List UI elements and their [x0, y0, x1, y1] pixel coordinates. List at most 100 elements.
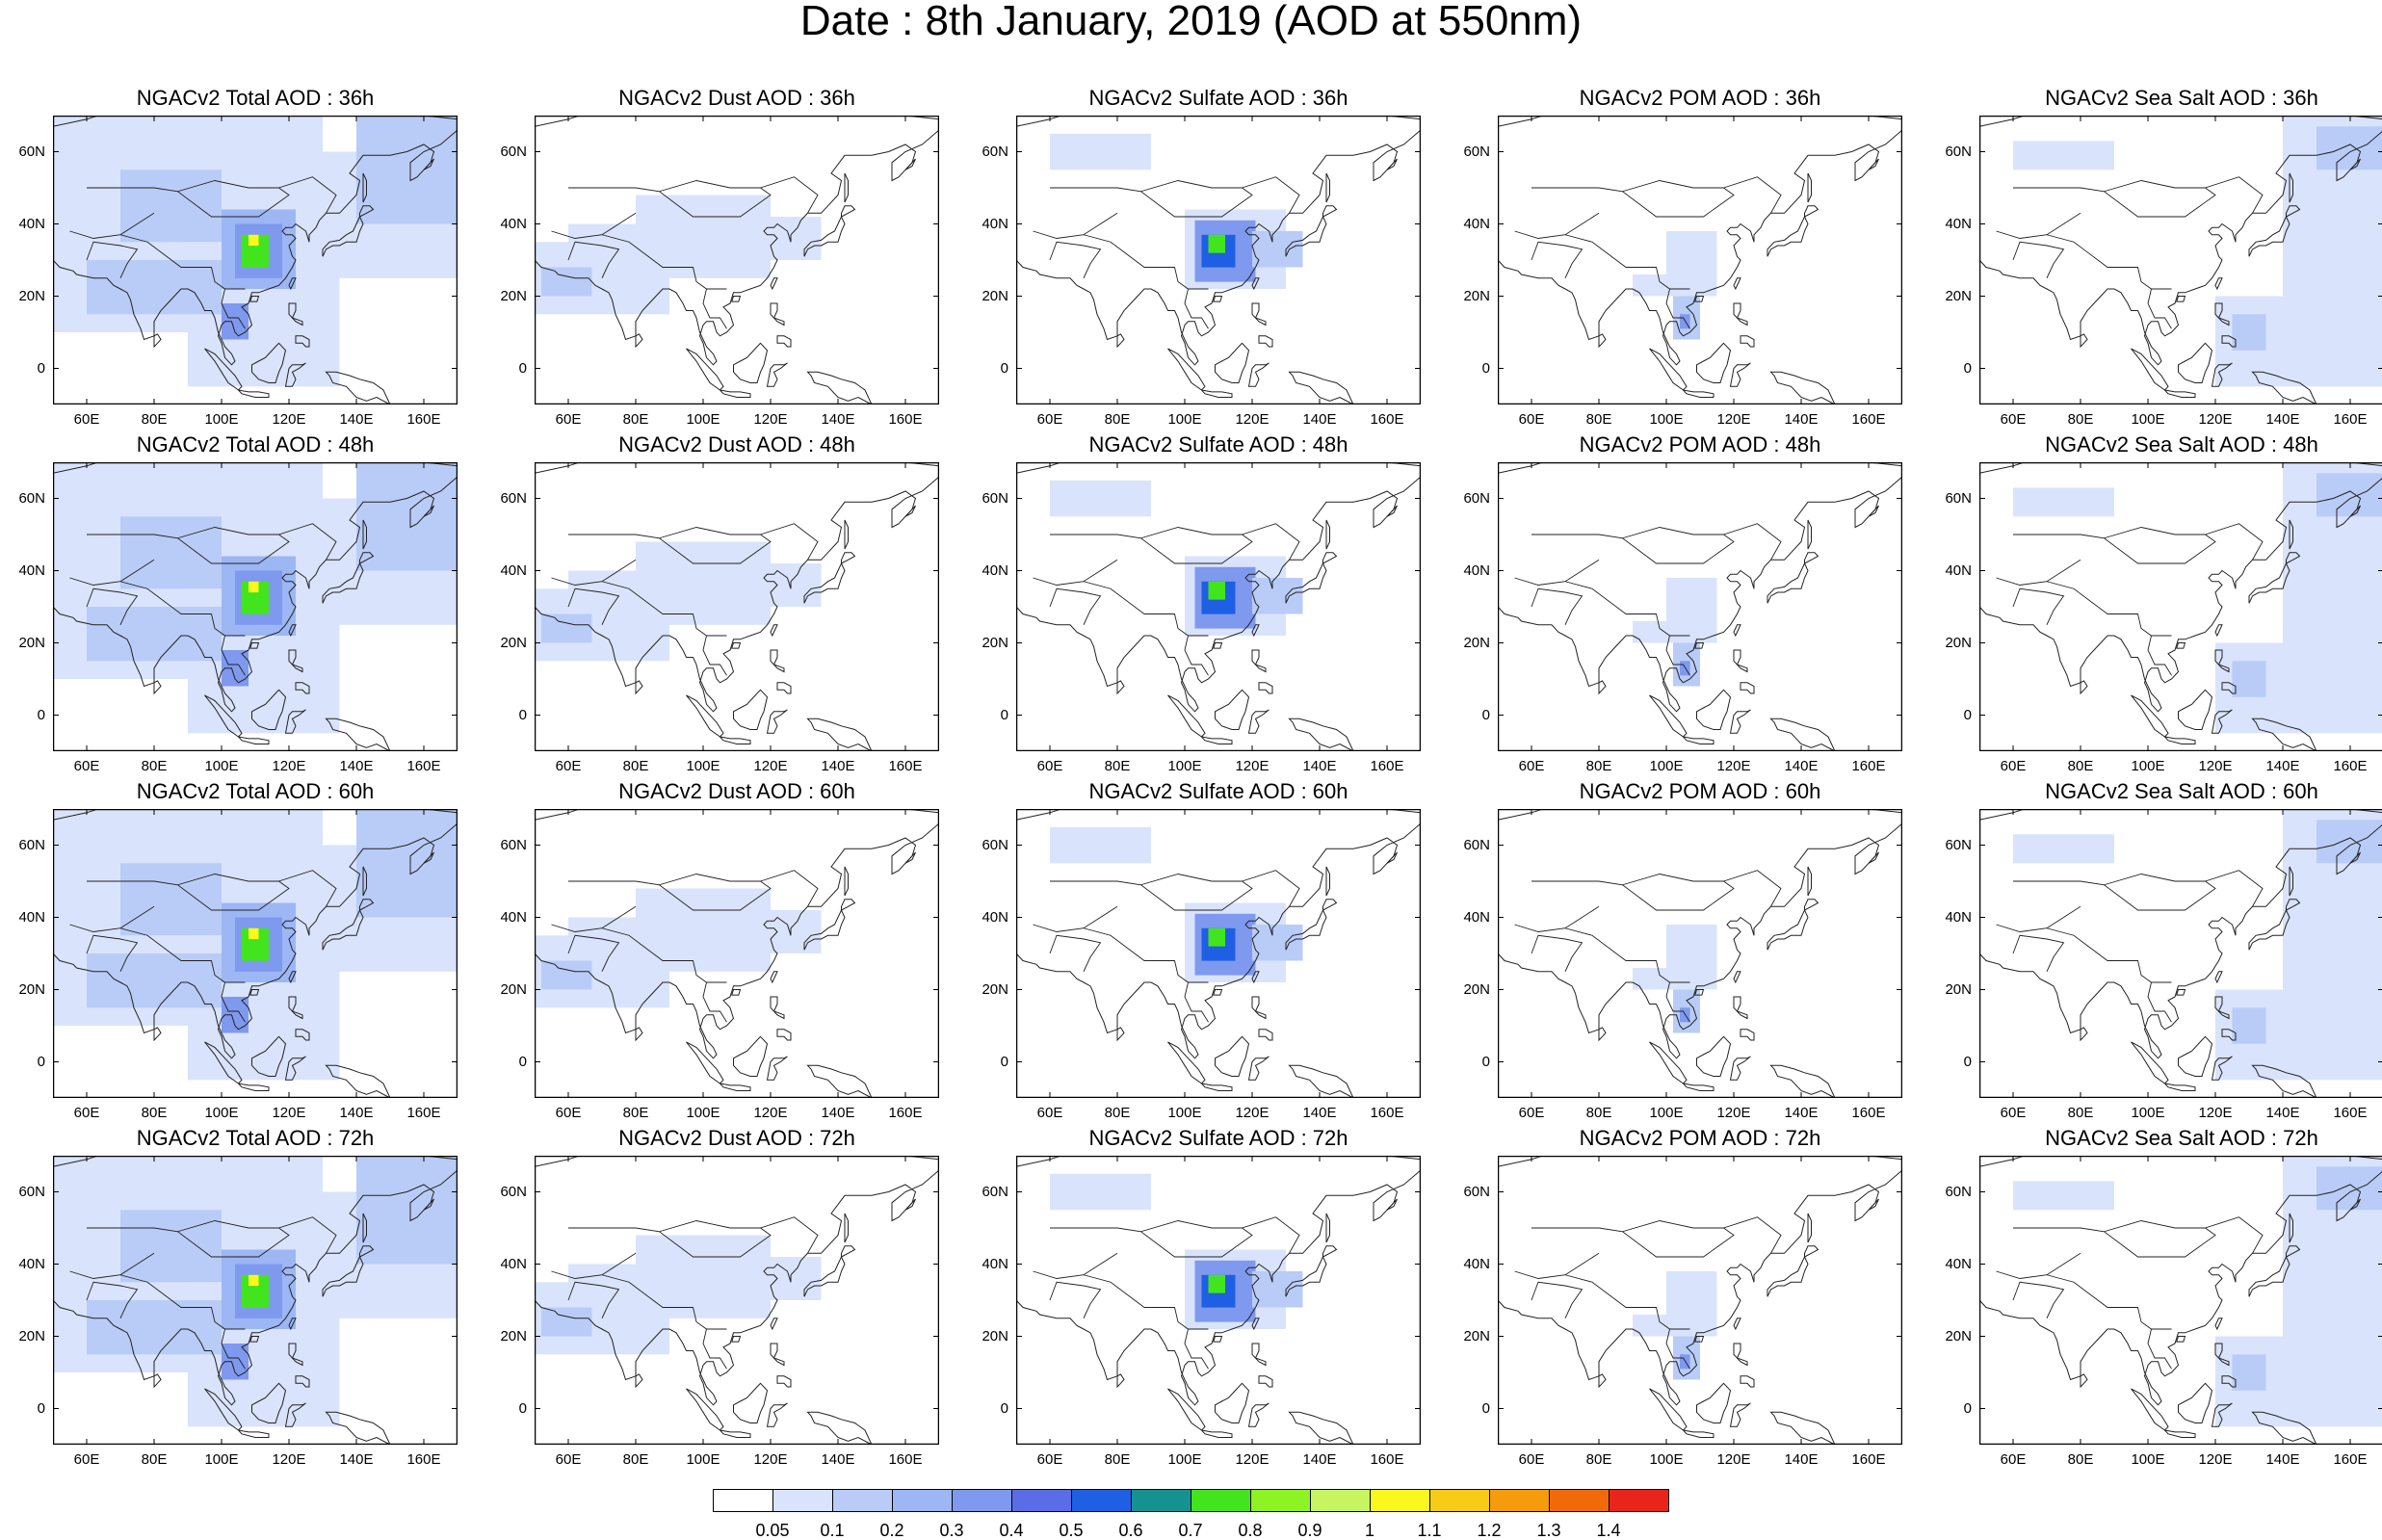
lon-tick-label: 140E [2259, 759, 2307, 773]
panel-title: NGACv2 Dust AOD : 72h [535, 1127, 939, 1150]
aod-field [2317, 126, 2382, 170]
colorbar-swatch [1549, 1489, 1610, 1512]
panel-title: NGACv2 POM AOD : 36h [1498, 87, 1902, 110]
lon-tick-label: 140E [2259, 1452, 2307, 1467]
lat-tick-label: 40N [7, 563, 45, 578]
colorbar-swatch [1011, 1489, 1072, 1512]
aod-field [1209, 235, 1226, 253]
map-svg [1979, 462, 2382, 751]
lon-tick-label: 100E [2124, 759, 2172, 773]
lon-tick-label: 120E [2191, 412, 2239, 427]
lon-tick-label: 80E [1093, 412, 1141, 427]
lon-tick-label: 60E [1989, 412, 2037, 427]
lon-tick-label: 160E [400, 412, 448, 427]
aod-field [541, 961, 592, 990]
lat-tick-label: 60N [1933, 491, 1972, 506]
colorbar-label: 0.7 [1166, 1522, 1215, 1539]
colorbar-swatch [1250, 1489, 1311, 1512]
panel-title: NGACv2 Sulfate AOD : 36h [1016, 87, 1421, 110]
lat-tick-label: 0 [7, 361, 45, 376]
lat-tick-label: 20N [7, 636, 45, 650]
aod-field [1666, 231, 1717, 297]
map-svg [1979, 116, 2382, 405]
aod-field [1209, 582, 1226, 600]
lat-tick-label: 20N [1452, 289, 1490, 303]
lon-tick-label: 120E [1228, 1106, 1276, 1120]
colorbar-swatch [892, 1489, 953, 1512]
colorbar-label: 1.2 [1465, 1522, 1513, 1539]
lon-tick-label: 80E [130, 412, 178, 427]
aod-field [1252, 1271, 1303, 1308]
lon-tick-label: 80E [1093, 1106, 1141, 1120]
lat-tick-label: 60N [1452, 1185, 1490, 1199]
map-area [535, 809, 939, 1098]
lon-tick-label: 100E [197, 1106, 246, 1120]
lat-tick-label: 0 [488, 1055, 527, 1069]
colorbar-swatch [1310, 1489, 1371, 1512]
lat-tick-label: 0 [970, 708, 1008, 722]
map-area [1016, 809, 1421, 1098]
lon-tick-label: 160E [1363, 1106, 1411, 1120]
lon-tick-label: 140E [332, 1106, 380, 1120]
lat-tick-label: 20N [970, 636, 1008, 650]
lat-tick-label: 60N [488, 491, 527, 506]
panel-title: NGACv2 Dust AOD : 60h [535, 780, 939, 803]
lon-tick-label: 80E [1093, 759, 1141, 773]
lon-tick-label: 120E [265, 1452, 313, 1467]
lon-tick-label: 80E [612, 1106, 660, 1120]
lat-tick-label: 20N [488, 636, 527, 650]
lon-tick-label: 120E [2191, 759, 2239, 773]
colorbar-label: 1.4 [1584, 1522, 1633, 1539]
map-svg [1498, 1156, 1902, 1445]
lon-tick-label: 160E [2326, 1452, 2374, 1467]
lon-tick-label: 100E [2124, 412, 2172, 427]
lon-tick-label: 140E [2259, 1106, 2307, 1120]
aod-field [2013, 141, 2114, 170]
lon-tick-label: 160E [2326, 412, 2374, 427]
lon-tick-label: 160E [2326, 759, 2374, 773]
lon-tick-label: 60E [1507, 1106, 1556, 1120]
map-svg [535, 1156, 939, 1445]
lat-tick-label: 60N [488, 1185, 527, 1199]
lat-tick-label: 60N [7, 491, 45, 506]
lon-tick-label: 120E [1228, 759, 1276, 773]
lon-tick-label: 120E [265, 412, 313, 427]
map-svg [53, 462, 458, 751]
lon-tick-label: 60E [1989, 1106, 2037, 1120]
map-area [53, 809, 458, 1098]
lon-tick-label: 160E [1845, 1106, 1893, 1120]
lat-tick-label: 40N [7, 1257, 45, 1271]
map-area [53, 116, 458, 405]
lat-tick-label: 20N [1452, 1329, 1490, 1344]
aod-field [1633, 621, 1666, 643]
aod-field [1050, 827, 1151, 864]
lat-tick-label: 40N [488, 217, 527, 231]
lon-tick-label: 80E [130, 759, 178, 773]
colorbar-label: 1 [1346, 1522, 1394, 1539]
lat-tick-label: 40N [7, 217, 45, 231]
lat-tick-label: 60N [1933, 144, 1972, 159]
aod-field [1209, 1275, 1226, 1293]
lon-tick-label: 140E [2259, 412, 2307, 427]
map-area [53, 462, 458, 751]
lon-tick-label: 160E [400, 759, 448, 773]
map-svg [535, 809, 939, 1098]
lon-tick-label: 80E [2056, 759, 2105, 773]
lon-tick-label: 120E [1710, 1452, 1758, 1467]
aod-field [87, 1300, 222, 1354]
aod-field [1633, 1315, 1666, 1337]
lon-tick-label: 140E [1777, 1452, 1825, 1467]
lon-tick-label: 100E [1642, 412, 1690, 427]
lat-tick-label: 60N [488, 144, 527, 159]
aod-field [249, 1275, 259, 1286]
aod-field [737, 563, 822, 607]
colorbar-label: 0.4 [987, 1522, 1035, 1539]
lon-tick-label: 160E [881, 1106, 929, 1120]
aod-field [1050, 481, 1151, 517]
lat-tick-label: 20N [1452, 636, 1490, 650]
aod-field [737, 1257, 822, 1300]
